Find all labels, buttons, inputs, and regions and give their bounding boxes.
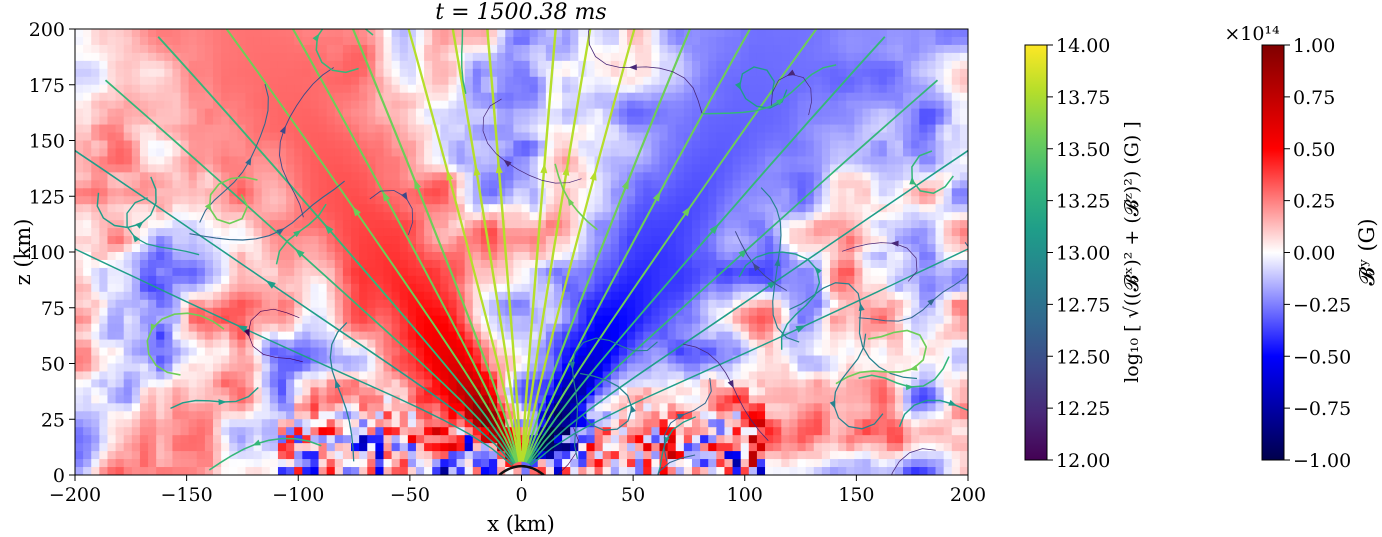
colorbar-tick-label: 13.75 (1056, 87, 1110, 109)
y-axis-label: z (km) (11, 219, 35, 286)
y-tick-label: 50 (41, 354, 65, 376)
colorbar-tick-label: 12.00 (1056, 450, 1110, 472)
y-axis-ticks: 0 25 50 75 100 125 150 175 200 (29, 19, 75, 487)
y-tick-label: 200 (29, 19, 65, 41)
x-tick-label: 100 (727, 484, 763, 506)
colorbar-tick-label: 0.25 (1293, 191, 1335, 213)
chart-title: t = 1500.38 ms (435, 0, 606, 25)
streamlines (75, 29, 968, 475)
colorbar-tick-label: −0.75 (1293, 398, 1351, 420)
colorbar-toroidal-field: −1.00 −0.75 −0.50 −0.25 0.00 0.25 0.50 0.75 1.00… (1224, 23, 1379, 472)
colorbar-toroidal-field-ticks: −1.00 −0.75 −0.50 −0.25 0.00 0.25 0.50 0.75 1.00 (1284, 35, 1351, 472)
colorbar-toroidal-field-fill (1261, 44, 1285, 461)
x-tick-label: −150 (161, 484, 213, 506)
colorbar-tick-label: −0.25 (1293, 294, 1351, 316)
y-tick-label: 175 (29, 75, 65, 97)
colorbar-tick-label: 13.25 (1056, 191, 1110, 213)
colorbar-tick-label: 13.50 (1056, 139, 1110, 161)
y-tick-label: 75 (41, 298, 65, 320)
y-tick-label: 150 (29, 131, 65, 153)
x-tick-label: 150 (838, 484, 874, 506)
colorbar-tick-label: 13.00 (1056, 243, 1110, 265)
colorbar-tick-label: −0.50 (1293, 346, 1351, 368)
y-tick-label: 125 (29, 186, 65, 208)
y-tick-label: 0 (53, 465, 65, 487)
x-axis-ticks: −200 −150 −100 −50 0 50 100 150 200 (49, 475, 986, 506)
x-tick-label: −200 (49, 484, 101, 506)
x-tick-label: −100 (272, 484, 324, 506)
colorbar-tick-label: 14.00 (1056, 35, 1110, 57)
colorbar-multiplier: ×10¹⁴ (1224, 23, 1280, 45)
colorbar-toroidal-field-label: 𝓑ʸ (G) (1355, 218, 1379, 285)
x-tick-label: 0 (515, 484, 527, 506)
colorbar-tick-label: 12.75 (1056, 294, 1110, 316)
colorbar-tick-label: 12.25 (1056, 398, 1110, 420)
y-tick-label: 100 (29, 242, 65, 264)
colorbar-tick-label: 0.75 (1293, 87, 1335, 109)
colorbar-tick-label: 12.50 (1056, 346, 1110, 368)
colorbar-tick-label: 0.50 (1293, 139, 1335, 161)
x-tick-label: 200 (950, 484, 986, 506)
colorbar-field-strength-fill (1024, 44, 1048, 461)
y-tick-label: 25 (41, 409, 65, 431)
x-tick-label: −50 (390, 484, 430, 506)
colorbar-field-strength-ticks: 12.00 12.25 12.50 12.75 13.00 13.25 13.50 13.75… (1047, 35, 1110, 472)
colorbar-tick-label: 0.00 (1293, 243, 1335, 265)
colorbar-field-strength: 12.00 12.25 12.50 12.75 13.00 13.25 13.50 13.75… (1024, 35, 1143, 472)
main-plot: −200 −150 −100 −50 0 50 100 150 200 0 25 50 75 100 12… (11, 0, 986, 536)
colorbar-field-strength-label: log₁₀ [ √((𝓑ˣ)² + (𝓑ᶻ)²) (G) ] (1121, 121, 1143, 383)
colorbar-tick-label: 1.00 (1293, 35, 1335, 57)
x-axis-label: x (km) (487, 512, 555, 536)
x-tick-label: 50 (621, 484, 645, 506)
colorbar-tick-label: −1.00 (1293, 450, 1351, 472)
